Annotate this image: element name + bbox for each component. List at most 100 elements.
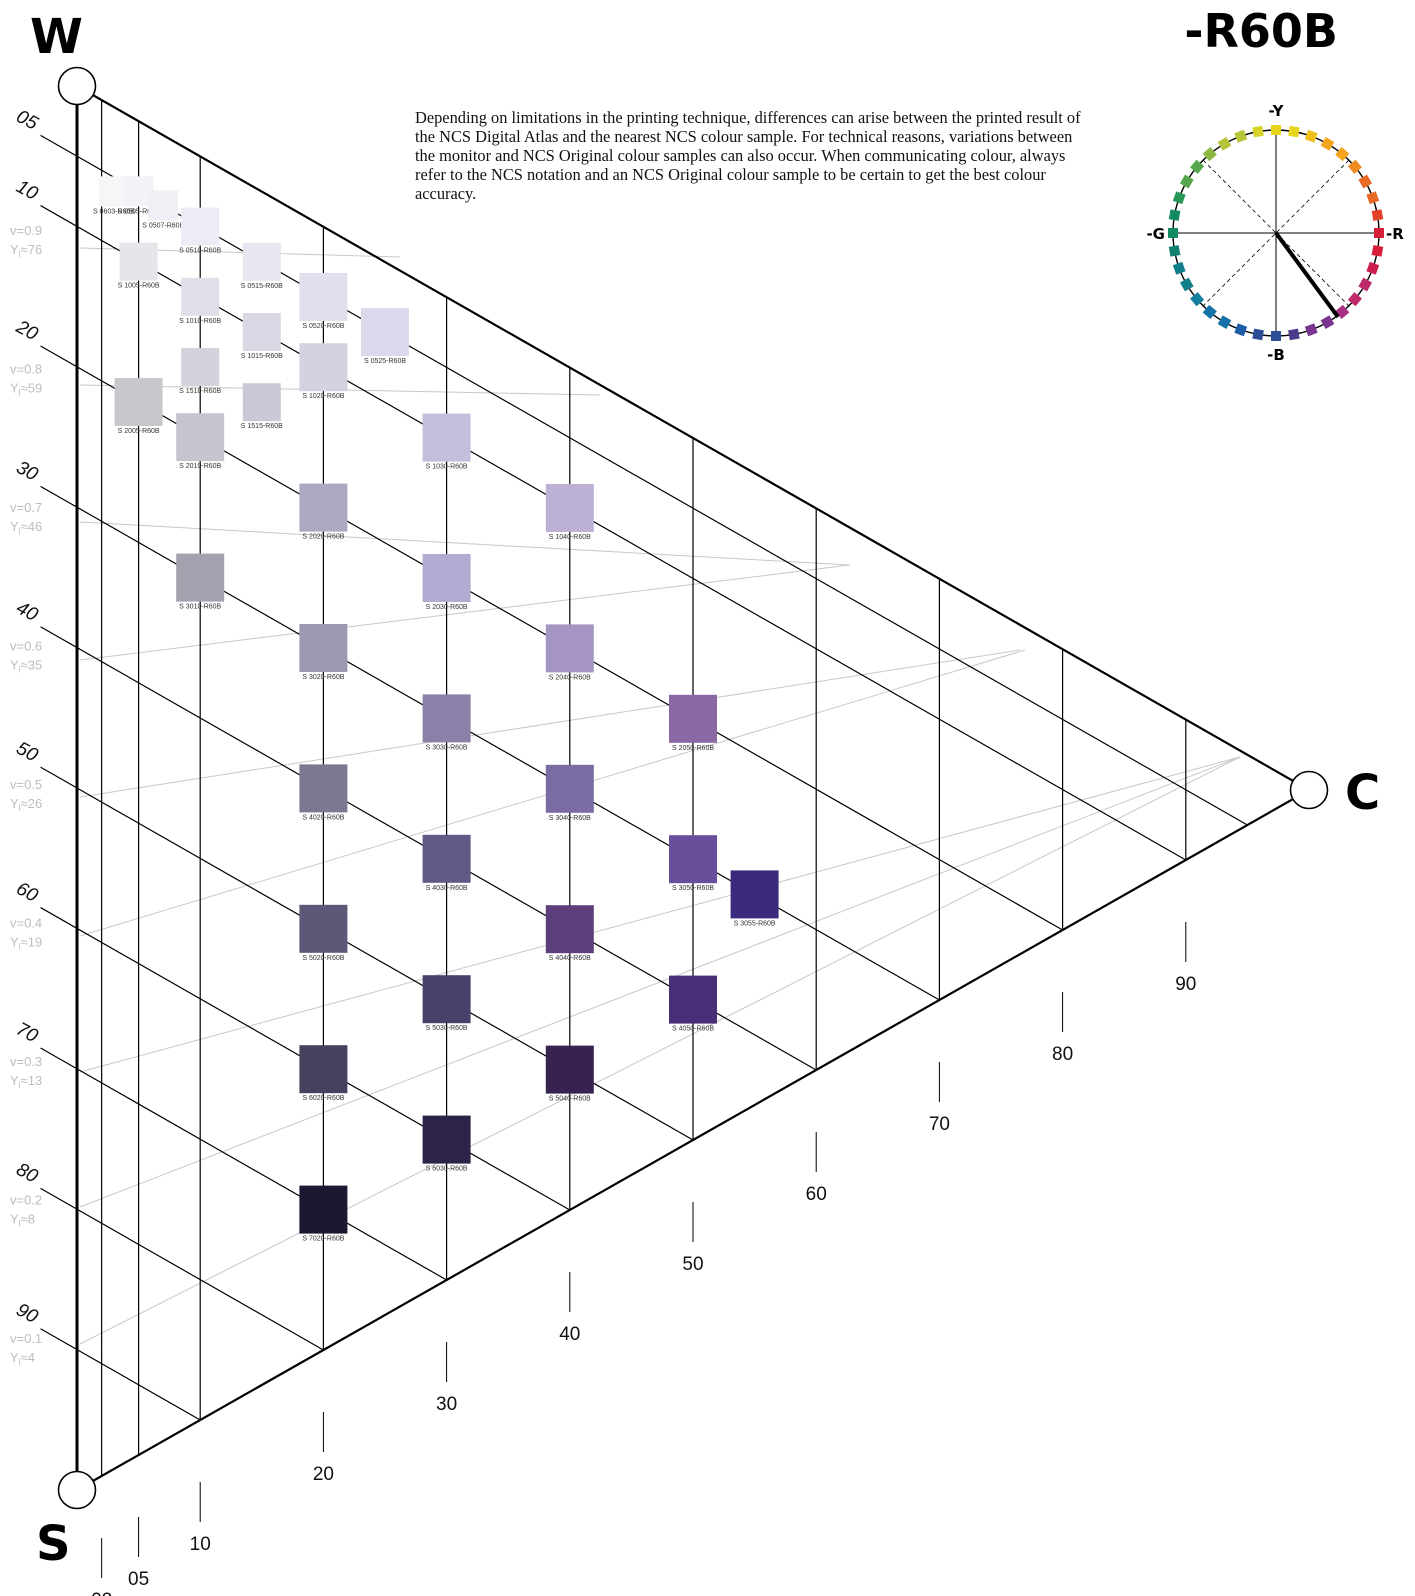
- chromaticness-label: 10: [190, 1534, 211, 1555]
- swatch-label: S 2030-R60B: [426, 604, 468, 611]
- hue-ring-segment: [1202, 147, 1217, 162]
- chromaticness-label: 02: [91, 1590, 112, 1596]
- blackness-line: [40, 1187, 324, 1351]
- swatch-label: S 3010-R60B: [179, 604, 221, 611]
- swatch: [242, 383, 281, 422]
- lightness-line: [79, 649, 1021, 798]
- chromaticness-label: 05: [128, 1569, 149, 1590]
- swatch-label: S 6020-R60B: [302, 1095, 344, 1102]
- hue-ring-segment: [1271, 331, 1281, 341]
- swatch: [176, 553, 225, 602]
- swatch-label: S 4040-R60B: [549, 955, 591, 962]
- hue-ring-segment: [1374, 228, 1384, 238]
- swatch: [299, 904, 348, 953]
- hue-ring-segment: [1347, 292, 1362, 307]
- lightness-y-label: Yl≈13: [10, 1073, 42, 1090]
- hue-ring-segment: [1371, 209, 1384, 221]
- blackness-label: 40: [13, 597, 42, 626]
- lightness-line: [79, 756, 1241, 1073]
- swatch: [669, 694, 717, 743]
- hue-ring-segment: [1320, 315, 1335, 330]
- lightness-line: [79, 564, 851, 661]
- swatch: [422, 975, 471, 1024]
- hue-dir-r: -R: [1386, 225, 1404, 243]
- hue-ring-segment: [1371, 245, 1384, 257]
- hue-ring-segment: [1172, 261, 1186, 275]
- hue-ring-segment: [1358, 174, 1373, 189]
- disclaimer-text: Depending on limitations in the printing…: [415, 108, 1081, 203]
- chromaticness-label: 50: [682, 1254, 703, 1275]
- swatch: [545, 484, 594, 532]
- corner-label-s: S: [36, 1516, 71, 1572]
- swatch-label: S 0505-R60B: [118, 208, 160, 215]
- lightness-v-label: v=0.4: [10, 916, 42, 931]
- swatch-label: S 0515-R60B: [241, 283, 283, 290]
- lightness-line: [79, 521, 851, 566]
- hue-ring-segment: [1202, 304, 1217, 319]
- lightness-y-label: Yl≈59: [10, 381, 42, 398]
- hue-ring-segment: [1366, 191, 1380, 205]
- chromatic-corner-marker: [1289, 770, 1329, 810]
- hue-ring-segment: [1179, 277, 1194, 292]
- swatch: [242, 313, 281, 351]
- lightness-v-label: v=0.8: [10, 362, 42, 377]
- swatch: [299, 483, 348, 532]
- blackness-label: 20: [12, 316, 42, 345]
- lightness-v-label: v=0.1: [10, 1331, 42, 1346]
- swatch: [242, 242, 281, 281]
- lightness-v-label: v=0.2: [10, 1193, 42, 1208]
- hue-ring-segment: [1304, 129, 1318, 143]
- lightness-line: [79, 756, 1241, 1208]
- blackness-line: [40, 1047, 447, 1281]
- blackness-label: 50: [13, 738, 42, 767]
- hue-axis-diagonal: [1202, 159, 1350, 307]
- black-chromatic-edge: [76, 789, 1310, 1491]
- swatch-label: S 4030-R60B: [426, 885, 468, 892]
- hue-ring-segment: [1168, 209, 1181, 221]
- swatch-label: S 1020-R60B: [302, 393, 344, 400]
- blackness-label: 90: [13, 1299, 42, 1328]
- hue-ring-segment: [1271, 125, 1281, 135]
- blackness-line: [40, 485, 940, 1001]
- swatch: [176, 413, 225, 462]
- grid-lines: [40, 100, 1248, 1476]
- hue-ring: [1168, 125, 1384, 341]
- lightness-y-label: Yl≈8: [10, 1212, 35, 1229]
- swatch-label: S 4020-R60B: [302, 814, 344, 821]
- chromaticness-label: 80: [1052, 1044, 1073, 1065]
- swatch: [181, 348, 220, 386]
- swatch-label: S 4050-R60B: [672, 1026, 714, 1033]
- swatch: [669, 835, 717, 884]
- corner-label-c: C: [1345, 765, 1380, 821]
- swatch: [299, 343, 348, 392]
- blackness-label: 05: [13, 106, 42, 135]
- blackness-label: 10: [13, 176, 42, 205]
- hue-dir-g: -G: [1146, 225, 1165, 243]
- swatch: [299, 1045, 348, 1094]
- scales: 02 05 10 20 30 40 50 60 70 80 90 05 10 20 30 40 50 60 70 80…: [10, 106, 1196, 1596]
- swatch: [361, 308, 409, 357]
- hue-ring-segment: [1217, 315, 1232, 330]
- blackness-label: 80: [13, 1159, 42, 1188]
- swatch: [545, 1045, 594, 1094]
- hue-ring-segment: [1335, 147, 1350, 162]
- swatch: [299, 624, 348, 672]
- swatch: [299, 764, 348, 813]
- swatch: [422, 694, 471, 743]
- hue-ring-segment: [1190, 292, 1205, 307]
- hue-ring-segment: [1234, 129, 1248, 143]
- hue-ring-segment: [1288, 328, 1300, 341]
- blackness-line: [40, 1328, 201, 1421]
- hue-ring-segment: [1179, 174, 1194, 189]
- lightness-y-label: Yl≈19: [10, 935, 42, 952]
- hue-circle: -Y -R -B -G: [1146, 102, 1404, 364]
- swatch-label: S 1005-R60B: [118, 283, 160, 290]
- swatch: [299, 1185, 348, 1234]
- lightness-v-label: v=0.9: [10, 223, 42, 238]
- hue-ring-segment: [1252, 125, 1264, 138]
- swatch-label: S 1040-R60B: [549, 534, 591, 541]
- blackness-line: [40, 134, 1248, 826]
- lightness-y-label: Yl≈46: [10, 519, 42, 536]
